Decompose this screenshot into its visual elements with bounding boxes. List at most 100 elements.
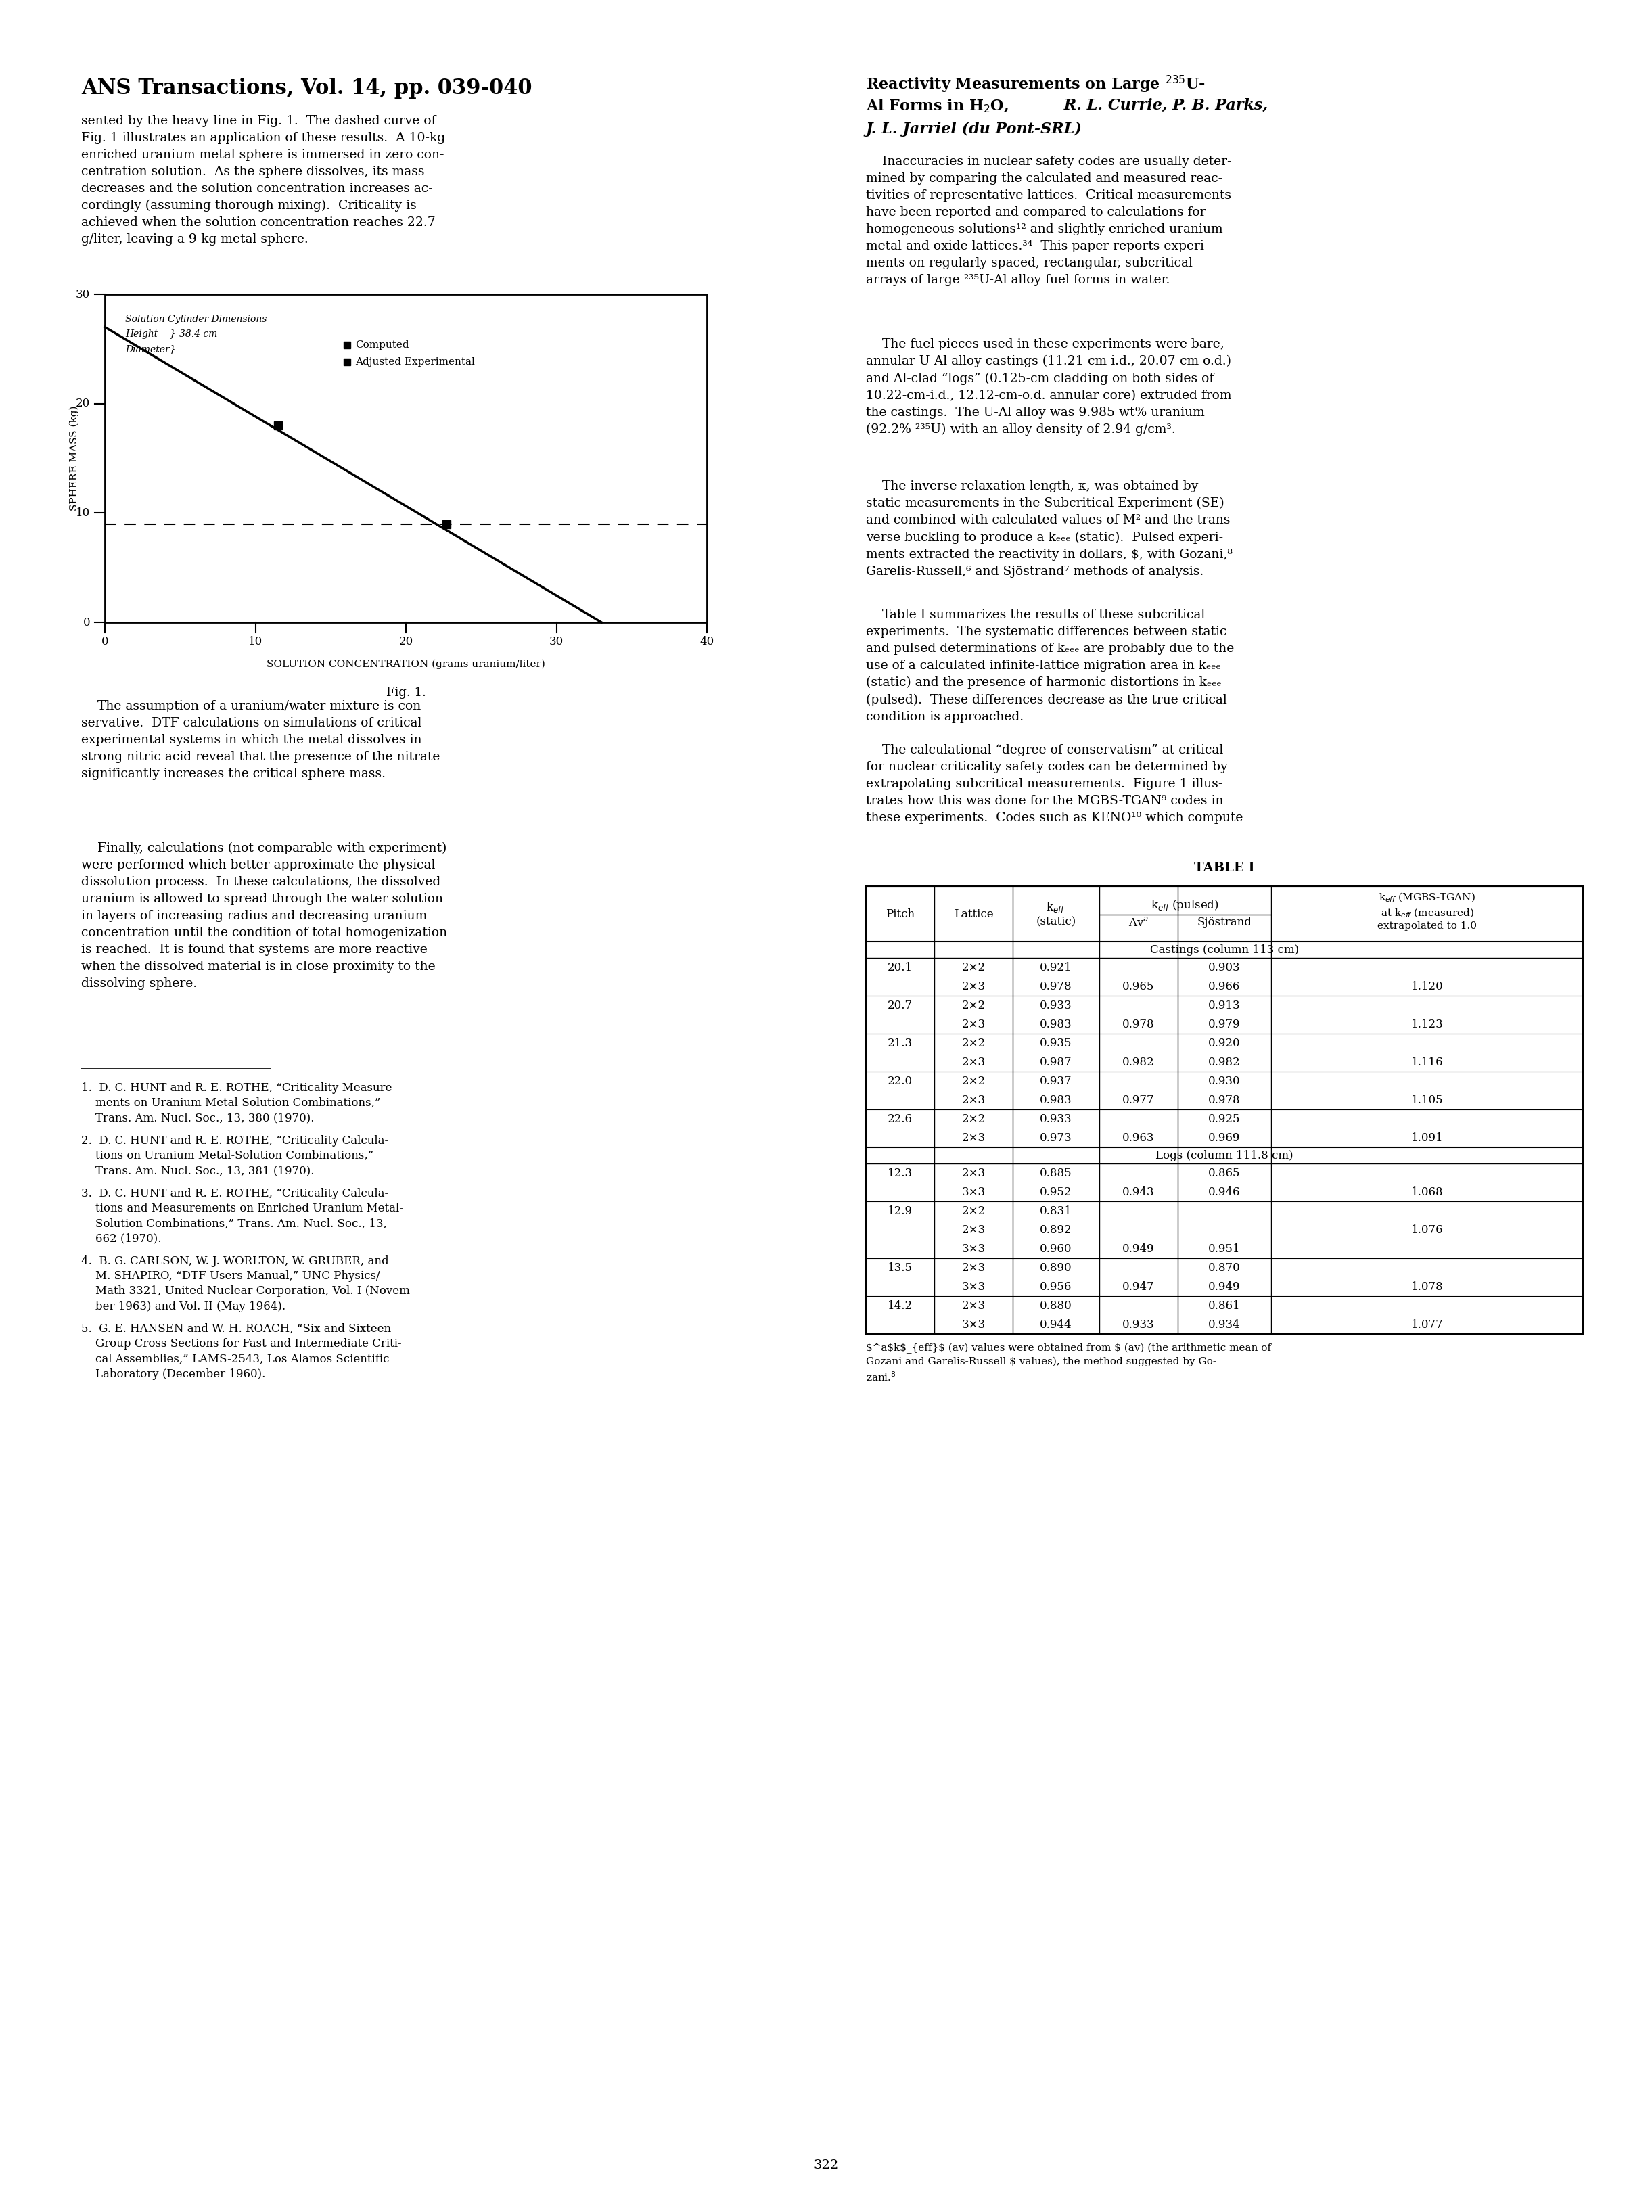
Text: 1.077: 1.077 bbox=[1411, 1318, 1444, 1329]
Text: 0.978: 0.978 bbox=[1208, 1095, 1241, 1106]
Text: 0.951: 0.951 bbox=[1208, 1243, 1241, 1254]
Text: 2×3: 2×3 bbox=[961, 1301, 985, 1312]
Text: 3×3: 3×3 bbox=[961, 1243, 985, 1254]
Text: The inverse relaxation length, κ, was obtained by
static measurements in the Sub: The inverse relaxation length, κ, was ob… bbox=[866, 480, 1234, 577]
Text: 0.913: 0.913 bbox=[1208, 1000, 1241, 1011]
Text: Computed: Computed bbox=[355, 341, 410, 349]
Text: 20: 20 bbox=[76, 398, 89, 409]
Text: SOLUTION CONCENTRATION (grams uranium/liter): SOLUTION CONCENTRATION (grams uranium/li… bbox=[266, 659, 545, 670]
Text: 0.949: 0.949 bbox=[1122, 1243, 1155, 1254]
Text: 22.6: 22.6 bbox=[887, 1113, 912, 1124]
Text: Lattice: Lattice bbox=[953, 909, 993, 920]
Text: k$_{eff}$ (MGBS-TGAN)
at k$_{eff}$ (measured)
extrapolated to 1.0: k$_{eff}$ (MGBS-TGAN) at k$_{eff}$ (meas… bbox=[1378, 891, 1477, 931]
Text: Solution Cylinder Dimensions: Solution Cylinder Dimensions bbox=[126, 314, 266, 323]
Text: Reactivity Measurements on Large $^{235}$U-: Reactivity Measurements on Large $^{235}… bbox=[866, 75, 1206, 95]
Text: 0.963: 0.963 bbox=[1122, 1133, 1155, 1144]
Text: 0.983: 0.983 bbox=[1039, 1095, 1072, 1106]
Text: 30: 30 bbox=[548, 635, 563, 648]
Text: 2×2: 2×2 bbox=[961, 1037, 985, 1048]
Text: Sjöstrand: Sjöstrand bbox=[1198, 916, 1252, 929]
Text: 0.946: 0.946 bbox=[1208, 1186, 1241, 1197]
Text: 0.982: 0.982 bbox=[1122, 1057, 1155, 1068]
Text: 0.903: 0.903 bbox=[1208, 962, 1241, 973]
Text: The calculational “degree of conservatism” at critical
for nuclear criticality s: The calculational “degree of conservatis… bbox=[866, 743, 1242, 823]
Text: Al Forms in H$_2$O,: Al Forms in H$_2$O, bbox=[866, 97, 1009, 115]
Text: 0.861: 0.861 bbox=[1208, 1301, 1241, 1312]
Text: 1.120: 1.120 bbox=[1411, 980, 1444, 991]
Text: 2×3: 2×3 bbox=[961, 1261, 985, 1274]
Text: SPHERE MASS (kg): SPHERE MASS (kg) bbox=[69, 405, 79, 511]
Text: 0.952: 0.952 bbox=[1039, 1186, 1072, 1197]
Text: 0.982: 0.982 bbox=[1208, 1057, 1241, 1068]
Text: 0.973: 0.973 bbox=[1039, 1133, 1072, 1144]
Text: Av$^a$: Av$^a$ bbox=[1128, 916, 1148, 929]
Text: 0.943: 0.943 bbox=[1122, 1186, 1155, 1197]
Text: 2×2: 2×2 bbox=[961, 1075, 985, 1086]
Text: Castings (column 113 cm): Castings (column 113 cm) bbox=[1150, 945, 1298, 956]
Text: 0.978: 0.978 bbox=[1039, 980, 1072, 991]
Text: 20: 20 bbox=[398, 635, 413, 648]
Text: 0.934: 0.934 bbox=[1208, 1318, 1241, 1329]
Text: 2×2: 2×2 bbox=[961, 962, 985, 973]
Text: 0.969: 0.969 bbox=[1208, 1133, 1241, 1144]
Text: 4.  B. G. CARLSON, W. J. WORLTON, W. GRUBER, and
    M. SHAPIRO, “DTF Users Manu: 4. B. G. CARLSON, W. J. WORLTON, W. GRUB… bbox=[81, 1256, 413, 1312]
Text: $^a$k$_{eff}$ (av) values were obtained from $ (av) (the arithmetic mean of
Goza: $^a$k$_{eff}$ (av) values were obtained … bbox=[866, 1343, 1270, 1382]
Text: 322: 322 bbox=[813, 2159, 839, 2172]
Text: 1.116: 1.116 bbox=[1411, 1057, 1444, 1068]
Text: 0.890: 0.890 bbox=[1039, 1261, 1072, 1274]
Text: 0.983: 0.983 bbox=[1039, 1018, 1072, 1031]
Text: 2×3: 2×3 bbox=[961, 1057, 985, 1068]
Text: 0.979: 0.979 bbox=[1208, 1018, 1241, 1031]
Text: 2×3: 2×3 bbox=[961, 1095, 985, 1106]
Text: 2×2: 2×2 bbox=[961, 1113, 985, 1124]
Text: 38.4 cm: 38.4 cm bbox=[180, 330, 218, 338]
Text: k$_{eff}$ (pulsed): k$_{eff}$ (pulsed) bbox=[1151, 898, 1219, 914]
Text: Inaccuracies in nuclear safety codes are usually deter-
mined by comparing the c: Inaccuracies in nuclear safety codes are… bbox=[866, 155, 1231, 285]
Text: 2×3: 2×3 bbox=[961, 1018, 985, 1031]
Text: 0.865: 0.865 bbox=[1208, 1168, 1241, 1179]
Text: 0.947: 0.947 bbox=[1122, 1281, 1155, 1292]
Text: sented by the heavy line in Fig. 1.  The dashed curve of
Fig. 1 illustrates an a: sented by the heavy line in Fig. 1. The … bbox=[81, 115, 446, 246]
Text: 14.2: 14.2 bbox=[887, 1301, 912, 1312]
Text: 20.1: 20.1 bbox=[887, 962, 912, 973]
Bar bbox=[866, 887, 1583, 1334]
Text: 0.965: 0.965 bbox=[1122, 980, 1155, 991]
Text: 2×2: 2×2 bbox=[961, 1000, 985, 1011]
Text: 0.935: 0.935 bbox=[1039, 1037, 1072, 1048]
Text: 21.3: 21.3 bbox=[887, 1037, 912, 1048]
Text: Pitch: Pitch bbox=[885, 909, 915, 920]
Text: 0.966: 0.966 bbox=[1208, 980, 1241, 991]
Text: 5.  G. E. HANSEN and W. H. ROACH, “Six and Sixteen
    Group Cross Sections for : 5. G. E. HANSEN and W. H. ROACH, “Six an… bbox=[81, 1323, 401, 1380]
Text: Finally, calculations (not comparable with experiment)
were performed which bett: Finally, calculations (not comparable wi… bbox=[81, 843, 448, 989]
Text: The assumption of a uranium/water mixture is con-
servative.  DTF calculations o: The assumption of a uranium/water mixtur… bbox=[81, 701, 439, 781]
Text: 2×3: 2×3 bbox=[961, 1168, 985, 1179]
Text: 10: 10 bbox=[248, 635, 263, 648]
Text: 0.930: 0.930 bbox=[1208, 1075, 1241, 1086]
Text: The fuel pieces used in these experiments were bare,
annular U-Al alloy castings: The fuel pieces used in these experiment… bbox=[866, 338, 1231, 436]
Text: 0.937: 0.937 bbox=[1039, 1075, 1072, 1086]
Text: 3×3: 3×3 bbox=[961, 1318, 985, 1329]
Text: 3×3: 3×3 bbox=[961, 1186, 985, 1197]
Bar bbox=[104, 294, 707, 622]
Text: 0.831: 0.831 bbox=[1039, 1206, 1072, 1217]
Text: 0.920: 0.920 bbox=[1208, 1037, 1241, 1048]
Text: 0.978: 0.978 bbox=[1122, 1018, 1155, 1031]
Text: 40: 40 bbox=[700, 635, 714, 648]
Text: 0.925: 0.925 bbox=[1208, 1113, 1241, 1124]
Text: 0.885: 0.885 bbox=[1039, 1168, 1072, 1179]
Text: 1.105: 1.105 bbox=[1411, 1095, 1444, 1106]
Text: 20.7: 20.7 bbox=[887, 1000, 912, 1011]
Text: 0.956: 0.956 bbox=[1039, 1281, 1072, 1292]
Text: 0.960: 0.960 bbox=[1039, 1243, 1072, 1254]
Text: 0: 0 bbox=[83, 617, 89, 628]
Text: 0.949: 0.949 bbox=[1208, 1281, 1241, 1292]
Text: Diameter}: Diameter} bbox=[126, 345, 175, 354]
Text: 0.933: 0.933 bbox=[1039, 1000, 1072, 1011]
Text: 22.0: 22.0 bbox=[887, 1075, 912, 1086]
Text: 1.091: 1.091 bbox=[1411, 1133, 1444, 1144]
Text: 3×3: 3×3 bbox=[961, 1281, 985, 1292]
Text: Height    }: Height } bbox=[126, 330, 175, 338]
Text: 1.076: 1.076 bbox=[1411, 1223, 1444, 1237]
Text: TABLE I: TABLE I bbox=[1194, 863, 1256, 874]
Text: 10: 10 bbox=[76, 507, 89, 520]
